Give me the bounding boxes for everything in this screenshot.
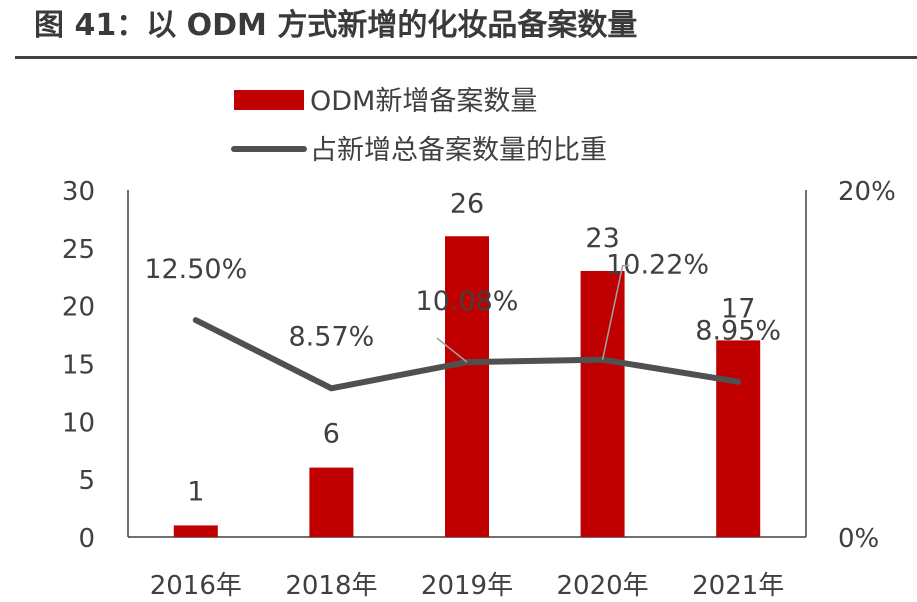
line-value-label: 8.95% — [695, 316, 781, 347]
bars — [173, 236, 761, 537]
y-left-tick-label: 0 — [78, 524, 95, 554]
bar-value-label: 1 — [187, 476, 204, 507]
bar — [716, 340, 761, 537]
bar — [445, 236, 489, 537]
legend-swatch-bars — [234, 90, 304, 110]
x-tick-label: 2018年 — [285, 571, 377, 601]
bar-value-label: 26 — [450, 188, 484, 219]
bar — [309, 467, 354, 537]
y-right-tick-label: 0% — [838, 524, 879, 554]
bar-value-label: 6 — [323, 419, 340, 450]
y-left-tick-label: 5 — [78, 466, 95, 496]
chart-title: 图 41：以 ODM 方式新增的化妆品备案数量 — [34, 8, 638, 43]
x-tick-label: 2016年 — [150, 571, 242, 601]
x-tick-label: 2019年 — [421, 571, 513, 601]
x-tick-label: 2020年 — [557, 571, 649, 601]
data-labels: 1 6 26 23 17 12.50% 8.57% 10.08% 10.22% 8.95% — [144, 188, 781, 507]
line-value-label: 12.50% — [144, 254, 247, 285]
line-value-label: 10.08% — [416, 286, 519, 317]
x-tick-label: 2021年 — [692, 571, 784, 601]
leader-line — [436, 337, 468, 363]
legend-label-bars: ODM新增备案数量 — [310, 86, 537, 117]
legend-label-line: 占新增总备案数量的比重 — [310, 135, 607, 166]
bar-value-label: 23 — [585, 223, 619, 254]
leader-line — [601, 264, 630, 360]
bar-value-label: 17 — [721, 293, 755, 324]
y-left-tick-label: 20 — [62, 293, 95, 323]
line-value-label: 10.22% — [606, 250, 709, 281]
y-left-tick-label: 10 — [62, 408, 95, 438]
bar — [173, 525, 218, 537]
bar — [580, 270, 625, 537]
y-left-tick-label: 15 — [62, 351, 95, 381]
y-left-tick-label: 25 — [62, 235, 95, 265]
axes: 0 5 10 15 20 25 30 0% 20% 2016年 2018年 2019年 2020年 202… — [62, 177, 896, 601]
title-divider — [15, 56, 917, 59]
y-left-tick-label: 30 — [62, 177, 95, 207]
line-value-label: 8.57% — [289, 321, 375, 352]
y-right-tick-label: 20% — [838, 177, 896, 207]
